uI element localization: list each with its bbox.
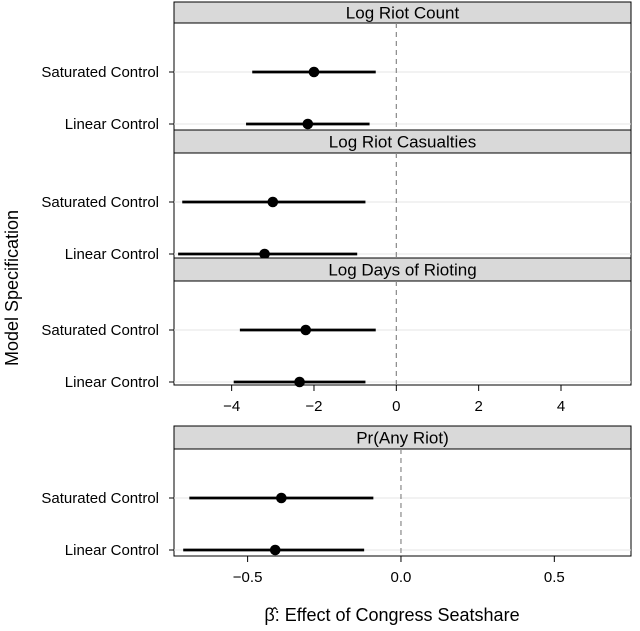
x-tick-label: 0.5 — [544, 569, 565, 586]
x-tick-label: 4 — [557, 398, 565, 415]
panel-frame — [173, 280, 632, 386]
x-tick-label: −0.5 — [233, 569, 263, 586]
point-estimate — [294, 376, 305, 388]
point-estimate — [308, 66, 320, 78]
panel-0: Log Riot Count Saturated Control Linear Co… — [41, 1, 632, 133]
point-estimate — [267, 196, 279, 208]
y-axis-title: Model Specification — [2, 210, 22, 366]
x-axis-2: −4 −2 0 2 4 — [223, 385, 565, 415]
panel-1: Log Riot Casualties Saturated Control Line… — [41, 129, 632, 263]
x-tick-label: 2 — [474, 398, 482, 415]
panel-title: Log Riot Count — [346, 4, 460, 23]
axes: −4 −2 0 2 4 −0.5 0.0 0.5 — [223, 385, 565, 586]
row-label: Linear Control — [65, 374, 159, 391]
point-estimate — [300, 324, 312, 336]
row-label: Linear Control — [65, 116, 159, 133]
row-label: Saturated Control — [41, 194, 159, 211]
panel-2: Log Days of Rioting Saturated Control Line… — [41, 257, 632, 391]
point-estimate — [269, 544, 281, 556]
panel-title: Pr(Any Riot) — [356, 429, 449, 448]
point-estimate — [259, 248, 270, 260]
panel-title: Log Riot Casualties — [329, 133, 476, 152]
x-axis-title: β̂: Effect of Congress Seatshare — [264, 605, 519, 625]
row-label: Linear Control — [65, 246, 159, 263]
x-tick-label: 0 — [392, 398, 400, 415]
point-estimate — [276, 492, 287, 504]
row-label: Linear Control — [65, 542, 159, 559]
panel-frame — [173, 22, 632, 131]
row-label: Saturated Control — [41, 490, 159, 507]
panels: Log Riot Count Saturated Control Linear Co… — [41, 1, 632, 559]
panel-3: Pr(Any Riot) Saturated Control Linear Cont… — [41, 425, 632, 559]
panel-frame — [173, 448, 632, 557]
row-label: Saturated Control — [41, 322, 159, 339]
panel-title: Log Days of Rioting — [328, 261, 476, 280]
panel-frame — [173, 152, 632, 259]
row-label: Saturated Control — [41, 64, 159, 81]
point-estimate — [302, 118, 314, 130]
x-tick-label: −2 — [305, 398, 322, 415]
x-tick-label: −4 — [223, 398, 240, 415]
x-axis-3: −0.5 0.0 0.5 — [233, 556, 565, 586]
x-tick-label: 0.0 — [391, 569, 412, 586]
